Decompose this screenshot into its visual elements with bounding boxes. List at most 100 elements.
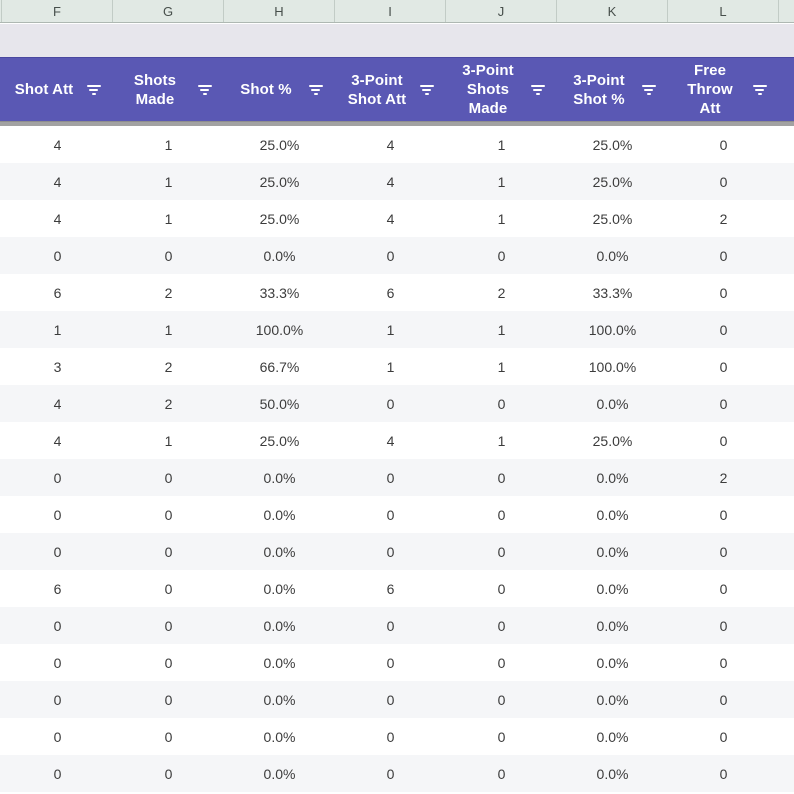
table-cell[interactable]: 4 <box>386 136 395 153</box>
table-cell[interactable]: 0 <box>164 765 173 782</box>
table-cell[interactable]: 33.3% <box>592 284 633 301</box>
filter-icon[interactable] <box>530 84 545 95</box>
table-cell[interactable]: 0 <box>386 654 395 671</box>
table-cell[interactable]: 1 <box>386 358 395 375</box>
table-cell[interactable]: 0 <box>719 728 728 745</box>
table-cell[interactable]: 0 <box>164 543 173 560</box>
filter-header-cell[interactable]: 3-Point Shot % <box>557 58 668 121</box>
table-cell[interactable]: 25.0% <box>259 210 300 227</box>
table-cell[interactable]: 0 <box>719 321 728 338</box>
filter-header-cell[interactable]: Shot % <box>224 58 335 121</box>
table-cell[interactable]: 0.0% <box>596 506 629 523</box>
table-cell[interactable]: 1 <box>497 432 506 449</box>
table-cell[interactable]: 0 <box>719 506 728 523</box>
table-cell[interactable]: 25.0% <box>592 173 633 190</box>
table-cell[interactable]: 0 <box>719 432 728 449</box>
filter-header-cell[interactable]: Free Throw Att <box>668 58 779 121</box>
table-cell[interactable]: 1 <box>497 173 506 190</box>
table-cell[interactable]: 0.0% <box>263 247 296 264</box>
table-cell[interactable]: 0 <box>719 395 728 412</box>
table-cell[interactable]: 25.0% <box>592 136 633 153</box>
table-cell[interactable]: 0 <box>497 395 506 412</box>
table-cell[interactable]: 0 <box>719 173 728 190</box>
table-cell[interactable]: 4 <box>53 395 62 412</box>
table-cell[interactable]: 0 <box>53 654 62 671</box>
table-cell[interactable]: 3 <box>53 358 62 375</box>
table-cell[interactable]: 0.0% <box>263 765 296 782</box>
filter-icon[interactable] <box>308 84 323 95</box>
table-cell[interactable]: 0 <box>164 728 173 745</box>
table-cell[interactable]: 0 <box>386 765 395 782</box>
table-cell[interactable]: 25.0% <box>592 210 633 227</box>
filter-header-cell[interactable]: 3-Point Shot Att <box>335 58 446 121</box>
table-cell[interactable]: 1 <box>164 321 173 338</box>
table-cell[interactable]: 0 <box>164 469 173 486</box>
table-cell[interactable]: 0.0% <box>596 691 629 708</box>
table-cell[interactable]: 0.0% <box>263 543 296 560</box>
table-cell[interactable]: 0 <box>386 247 395 264</box>
table-cell[interactable]: 25.0% <box>259 173 300 190</box>
table-cell[interactable]: 2 <box>497 284 506 301</box>
table-cell[interactable]: 4 <box>386 173 395 190</box>
table-cell[interactable]: 0 <box>719 580 728 597</box>
table-cell[interactable]: 0 <box>386 728 395 745</box>
filter-header-cell[interactable]: Shot Att <box>2 58 113 121</box>
table-cell[interactable]: 0 <box>164 506 173 523</box>
table-cell[interactable]: 0 <box>386 543 395 560</box>
table-cell[interactable]: 0 <box>497 617 506 634</box>
table-cell[interactable]: 0.0% <box>263 691 296 708</box>
column-letter[interactable]: H <box>224 0 335 22</box>
filter-icon[interactable] <box>197 84 212 95</box>
table-cell[interactable]: 0 <box>719 247 728 264</box>
table-cell[interactable]: 0.0% <box>596 617 629 634</box>
table-cell[interactable]: 4 <box>53 210 62 227</box>
table-cell[interactable]: 0 <box>386 469 395 486</box>
column-letter[interactable]: J <box>446 0 557 22</box>
table-cell[interactable]: 0 <box>53 617 62 634</box>
table-cell[interactable]: 4 <box>53 432 62 449</box>
filter-header-cell[interactable]: Shots Made <box>113 58 224 121</box>
table-cell[interactable]: 0 <box>497 247 506 264</box>
table-cell[interactable]: 0 <box>164 654 173 671</box>
table-cell[interactable]: 0 <box>719 284 728 301</box>
filter-icon[interactable] <box>86 84 101 95</box>
table-cell[interactable]: 25.0% <box>259 136 300 153</box>
table-cell[interactable]: 0.0% <box>263 506 296 523</box>
table-cell[interactable]: 1 <box>497 136 506 153</box>
table-cell[interactable]: 0 <box>497 765 506 782</box>
table-cell[interactable]: 0.0% <box>263 728 296 745</box>
table-cell[interactable]: 0 <box>719 543 728 560</box>
table-cell[interactable]: 0 <box>386 506 395 523</box>
table-cell[interactable]: 6 <box>53 284 62 301</box>
filter-header-cell[interactable]: 3-Point Shots Made <box>446 58 557 121</box>
table-cell[interactable]: 2 <box>164 284 173 301</box>
table-cell[interactable]: 0 <box>53 506 62 523</box>
table-cell[interactable]: 0.0% <box>263 580 296 597</box>
table-cell[interactable]: 0 <box>497 654 506 671</box>
table-cell[interactable]: 0 <box>386 617 395 634</box>
column-letter[interactable]: L <box>668 0 779 22</box>
table-cell[interactable]: 0 <box>497 469 506 486</box>
table-cell[interactable]: 2 <box>164 395 173 412</box>
table-cell[interactable]: 0 <box>719 358 728 375</box>
table-cell[interactable]: 0 <box>53 691 62 708</box>
table-cell[interactable]: 0.0% <box>263 617 296 634</box>
table-cell[interactable]: 6 <box>53 580 62 597</box>
table-cell[interactable]: 33.3% <box>259 284 300 301</box>
table-cell[interactable]: 0 <box>497 691 506 708</box>
column-letter[interactable]: I <box>335 0 446 22</box>
table-cell[interactable]: 2 <box>719 210 728 227</box>
table-cell[interactable]: 0 <box>386 691 395 708</box>
table-cell[interactable]: 6 <box>386 580 395 597</box>
table-cell[interactable]: 4 <box>53 173 62 190</box>
table-cell[interactable]: 0 <box>719 654 728 671</box>
table-cell[interactable]: 1 <box>53 321 62 338</box>
table-cell[interactable]: 25.0% <box>259 432 300 449</box>
table-cell[interactable]: 50.0% <box>259 395 300 412</box>
table-cell[interactable]: 0 <box>53 469 62 486</box>
column-letter[interactable]: F <box>2 0 113 22</box>
table-cell[interactable]: 0 <box>719 765 728 782</box>
table-cell[interactable]: 1 <box>386 321 395 338</box>
table-cell[interactable]: 0.0% <box>596 247 629 264</box>
table-cell[interactable]: 0 <box>497 543 506 560</box>
